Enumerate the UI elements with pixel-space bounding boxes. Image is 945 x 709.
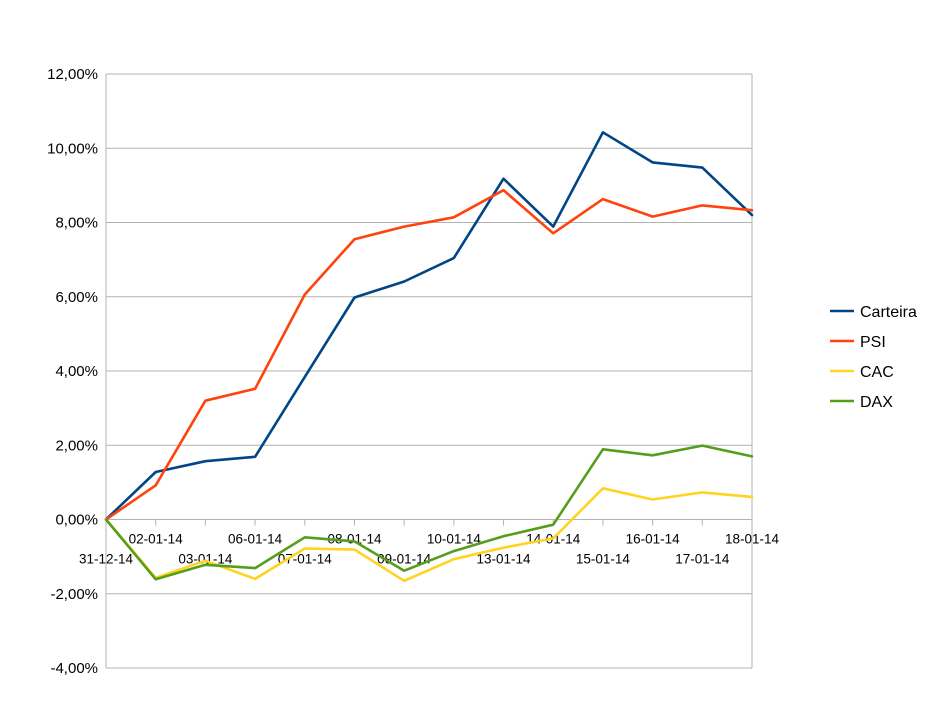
y-tick-label: 0,00% xyxy=(55,512,98,529)
x-tick-label: 18-01-14 xyxy=(725,532,780,547)
x-tick-label: 02-01-14 xyxy=(129,532,184,547)
legend: Carteira PSI CAC DAX xyxy=(830,304,917,411)
x-axis-ticks: 31-12-1402-01-1403-01-1406-01-1407-01-14… xyxy=(79,532,780,567)
x-tick-label: 17-01-14 xyxy=(675,552,730,567)
x-tick-label: 10-01-14 xyxy=(427,532,482,547)
x-tick-label: 31-12-14 xyxy=(79,552,134,567)
series-lines xyxy=(104,131,754,583)
y-tick-label: 8,00% xyxy=(55,215,98,232)
series-line-carteira xyxy=(104,131,754,521)
y-axis-ticks: -4,00% -2,00% 0,00% 2,00% 4,00% 6,00% 8,00% 10,… xyxy=(47,66,98,677)
y-tick-label: 12,00% xyxy=(47,66,98,83)
x-tick-label: 03-01-14 xyxy=(178,552,233,567)
x-tick-label: 15-01-14 xyxy=(576,552,631,567)
legend-label: CAC xyxy=(860,364,894,381)
x-tick-label: 13-01-14 xyxy=(477,552,532,567)
series-line-dax xyxy=(104,444,754,581)
y-tick-label: -4,00% xyxy=(50,660,98,677)
y-tick-label: 6,00% xyxy=(55,289,98,306)
legend-label: PSI xyxy=(860,334,886,351)
series-line-psi xyxy=(104,188,754,521)
x-tick-label: 08-01-14 xyxy=(327,532,382,547)
y-tick-label: 10,00% xyxy=(47,140,98,157)
series-line-cac xyxy=(104,486,754,583)
y-tick-label: 4,00% xyxy=(55,363,98,380)
x-tick-label: 06-01-14 xyxy=(228,532,283,547)
y-tick-label: 2,00% xyxy=(55,437,98,454)
axes xyxy=(105,74,753,668)
legend-label: Carteira xyxy=(860,304,917,321)
y-tick-label: -2,00% xyxy=(50,586,98,603)
x-tick-label: 16-01-14 xyxy=(626,532,681,547)
legend-label: DAX xyxy=(860,394,893,411)
